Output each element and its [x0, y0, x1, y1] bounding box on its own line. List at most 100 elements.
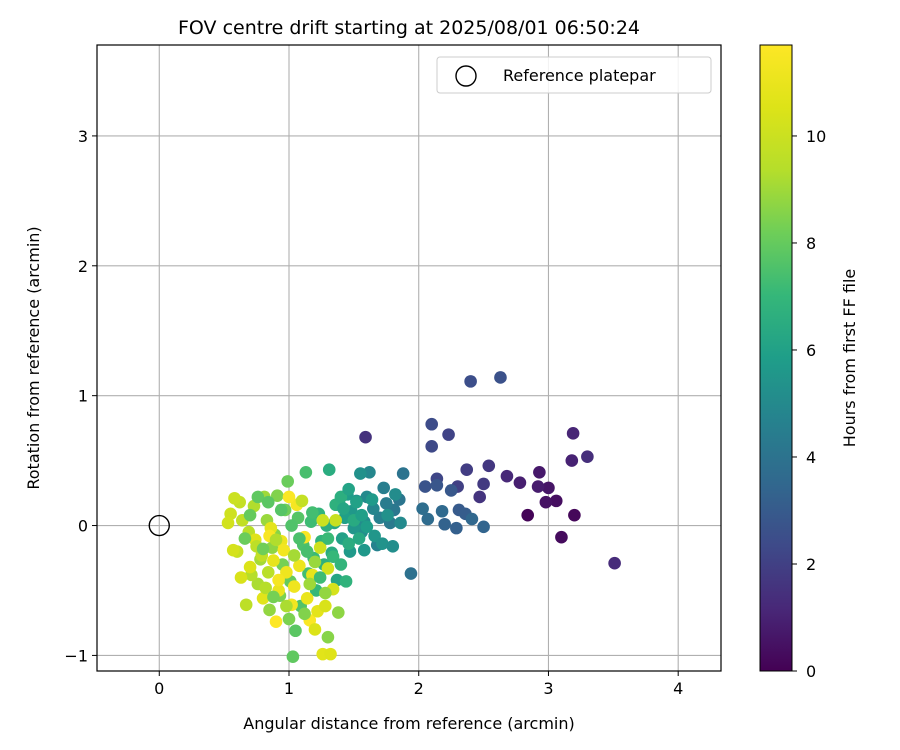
data-point	[251, 490, 265, 504]
data-point	[442, 428, 455, 441]
data-point	[435, 504, 449, 518]
data-point	[482, 459, 496, 473]
data-point	[450, 521, 463, 535]
data-point	[377, 481, 391, 495]
data-point	[256, 542, 270, 556]
chart-title: FOV centre drift starting at 2025/08/01 …	[178, 17, 640, 39]
data-point	[430, 478, 444, 492]
data-point	[289, 624, 302, 638]
data-point	[261, 495, 275, 509]
data-point	[350, 495, 363, 509]
y-tick-label: 1	[78, 387, 88, 406]
reference-marker-layer	[148, 514, 170, 537]
y-tick-label: 0	[78, 517, 88, 536]
data-point	[261, 565, 275, 579]
data-point	[267, 590, 280, 604]
reference-platepar-marker	[148, 514, 170, 537]
data-point	[334, 490, 348, 504]
data-point	[326, 550, 340, 564]
data-point	[368, 529, 381, 543]
data-point	[234, 571, 248, 584]
data-point	[416, 502, 429, 515]
colorbar-tick-label: 0	[806, 662, 816, 681]
data-point	[281, 475, 295, 488]
data-point	[542, 481, 555, 495]
data-point	[394, 516, 407, 530]
data-point	[313, 571, 327, 584]
data-point	[513, 476, 527, 489]
data-point	[300, 545, 314, 558]
y-axis-ticks: −1 0 1 2 3	[64, 127, 97, 665]
data-point	[322, 463, 336, 476]
data-point	[533, 465, 546, 479]
data-point	[287, 580, 301, 593]
data-point	[360, 520, 374, 534]
data-point	[521, 508, 535, 522]
data-point	[581, 450, 594, 464]
data-point	[376, 537, 389, 551]
data-point	[565, 454, 579, 467]
data-point	[263, 603, 276, 617]
data-point	[300, 591, 314, 605]
data-point	[334, 558, 348, 571]
data-point	[308, 555, 322, 569]
colorbar-tick-label: 2	[806, 555, 816, 574]
x-tick-label: 4	[673, 679, 683, 698]
data-point	[357, 543, 371, 557]
data-point	[500, 469, 514, 483]
data-point	[418, 480, 432, 493]
colorbar-gradient	[759, 44, 793, 672]
data-point	[444, 484, 458, 497]
data-point	[331, 606, 345, 619]
data-point	[277, 543, 291, 557]
data-point	[460, 463, 474, 476]
data-point	[355, 508, 368, 522]
colorbar-label: Hours from first FF file	[840, 269, 859, 448]
data-point	[337, 502, 350, 515]
data-point	[549, 494, 563, 508]
data-point	[286, 650, 300, 664]
data-point	[464, 375, 477, 388]
data-point	[342, 482, 355, 496]
legend-entry-label: Reference platepar	[503, 66, 656, 85]
data-point	[386, 540, 400, 553]
data-point	[280, 565, 293, 579]
data-point	[352, 532, 366, 545]
data-point	[285, 519, 298, 532]
data-point	[379, 497, 393, 510]
data-point	[342, 537, 355, 551]
data-point	[324, 647, 337, 661]
data-point	[293, 559, 306, 573]
data-point	[396, 467, 410, 480]
data-point	[287, 549, 301, 562]
data-point	[282, 490, 296, 504]
colorbar-tick-label: 10	[806, 127, 826, 146]
data-point	[272, 573, 285, 587]
y-axis-label: Rotation from reference (arcmin)	[24, 226, 43, 489]
data-point	[238, 532, 252, 545]
data-point	[269, 533, 283, 547]
data-point	[421, 512, 435, 526]
data-point	[354, 467, 367, 480]
x-tick-label: 1	[284, 679, 294, 698]
data-point	[425, 417, 439, 431]
y-tick-label: −1	[64, 646, 88, 665]
data-point	[293, 532, 306, 545]
data-point	[239, 598, 253, 612]
data-point	[555, 530, 568, 544]
data-point	[282, 612, 296, 626]
data-points	[221, 371, 621, 664]
x-tick-label: 0	[154, 679, 164, 698]
data-point	[274, 503, 288, 517]
data-point	[568, 508, 581, 522]
data-point	[295, 494, 309, 508]
data-point	[425, 440, 439, 453]
data-point	[465, 512, 479, 526]
data-point	[566, 427, 580, 440]
data-point	[329, 514, 343, 527]
data-point	[319, 599, 332, 613]
data-point	[269, 615, 283, 628]
data-point	[256, 591, 270, 605]
colorbar-ticks: 0 2 4 6 8 10	[792, 127, 826, 681]
legend-box	[436, 56, 712, 94]
